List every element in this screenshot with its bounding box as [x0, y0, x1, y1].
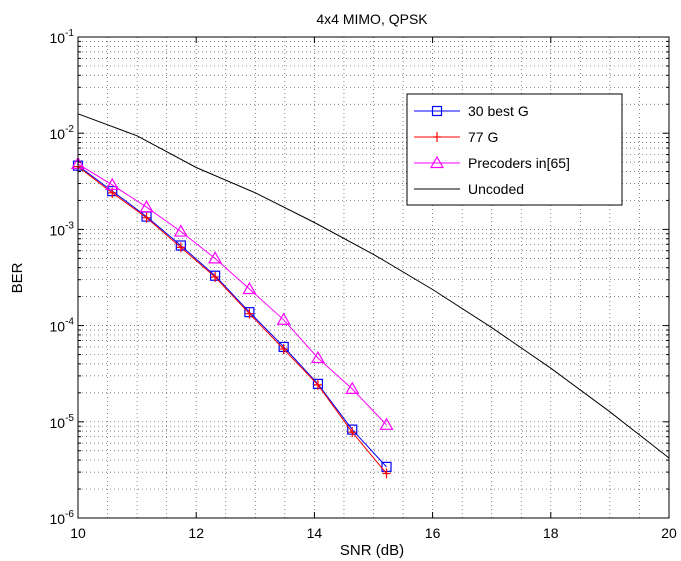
series-uncoded: [77, 113, 670, 459]
legend-label: Precoders in[65]: [468, 155, 570, 171]
legend-item: Uncoded: [414, 181, 524, 197]
y-tick-label: 10-6: [50, 509, 75, 527]
plus-marker: [348, 427, 357, 438]
axis-ticks: [77, 36, 670, 519]
x-tick-label: 18: [543, 525, 559, 541]
plot-frame: [77, 36, 670, 519]
x-tick-label: 14: [307, 525, 323, 541]
triangle-marker: [310, 350, 325, 364]
triangle-marker: [429, 155, 445, 169]
chart-title: 4x4 MIMO, QPSK: [316, 11, 428, 27]
x-axis-label: SNR (dB): [340, 542, 404, 559]
triangle-marker: [379, 417, 394, 430]
x-tick-label: 12: [188, 525, 204, 541]
y-tick-labels: 10-6 10-5 10-4 10-3 10-2 10-1: [50, 28, 75, 527]
triangle-marker: [208, 251, 223, 264]
y-tick-label: 10-4: [50, 317, 75, 335]
legend-label: Uncoded: [468, 181, 524, 197]
y-tick-label: 10-5: [50, 413, 75, 431]
series-precoders-in-65-: [70, 156, 394, 430]
plus-marker: [382, 468, 391, 479]
legend-label: 77 G: [468, 129, 498, 145]
series-77-g: [74, 161, 391, 479]
y-axis-label: BER: [9, 262, 26, 293]
x-tick-labels: 10 12 14 16 18 20: [70, 525, 677, 541]
series-line: [77, 165, 387, 468]
x-tick-label: 10: [70, 525, 86, 541]
plus-marker: [313, 379, 322, 390]
x-tick-label: 16: [425, 525, 441, 541]
triangle-marker: [139, 200, 154, 213]
series-line: [77, 163, 387, 426]
x-tick-label: 20: [661, 525, 677, 541]
series-30-best-g: [72, 160, 392, 472]
legend-item: Precoders in[65]: [414, 155, 570, 171]
triangle-marker: [276, 312, 291, 325]
plus-marker: [211, 272, 220, 283]
triangle-marker: [105, 177, 120, 191]
legend-item: 30 best G: [414, 103, 529, 119]
square-marker: [431, 105, 443, 117]
y-tick-label: 10-1: [50, 28, 75, 46]
series-line: [77, 166, 387, 474]
plus-marker: [142, 212, 151, 223]
legend-box: [406, 93, 623, 206]
y-tick-label: 10-3: [50, 220, 75, 238]
series-layer: [70, 113, 670, 479]
triangle-marker: [173, 224, 188, 237]
plus-marker: [176, 242, 185, 253]
triangle-marker: [242, 281, 257, 295]
plus-marker: [245, 308, 254, 319]
y-tick-label: 10-2: [50, 124, 75, 142]
series-line: [77, 113, 670, 459]
plus-marker: [279, 344, 288, 355]
legend: 30 best G 77 G Precoders in[65] Uncoded: [406, 93, 623, 206]
legend-item: 77 G: [414, 129, 498, 145]
plus-marker: [433, 132, 441, 142]
legend-label: 30 best G: [468, 103, 529, 119]
triangle-marker: [345, 381, 360, 394]
